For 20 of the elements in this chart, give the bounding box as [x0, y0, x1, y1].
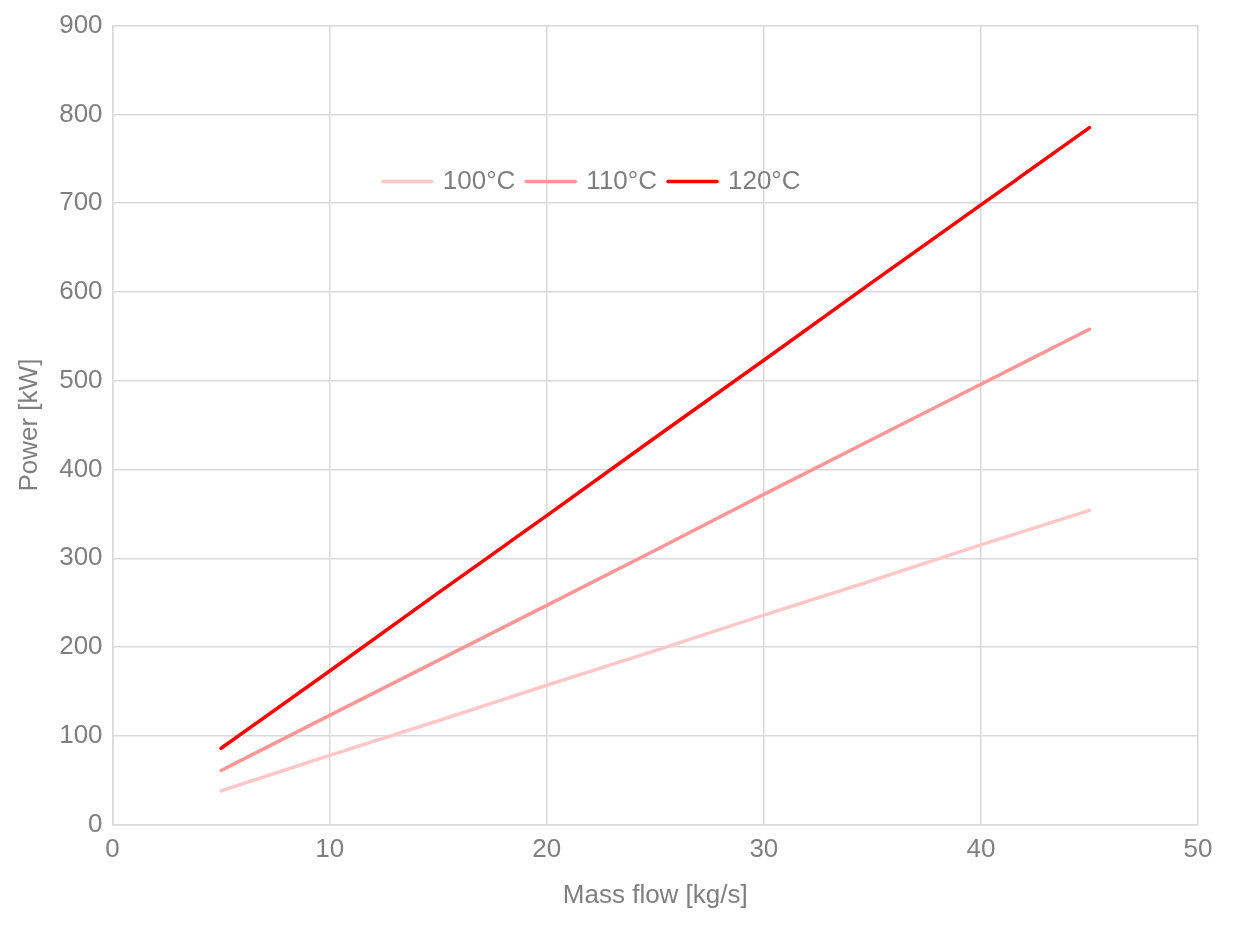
x-tick-label: 20: [532, 833, 562, 864]
y-tick-label: 600: [59, 275, 103, 306]
y-tick-label: 200: [59, 630, 103, 661]
x-tick-label: 10: [315, 833, 345, 864]
legend-label: 110°C: [586, 164, 657, 195]
y-tick-label: 0: [88, 807, 103, 838]
y-tick-label: 300: [59, 541, 103, 572]
x-tick-label: 50: [1183, 833, 1213, 864]
x-tick-label: 30: [749, 833, 779, 864]
y-axis-title: Power [kW]: [12, 358, 43, 492]
y-tick-label: 100: [59, 718, 103, 749]
y-tick-label: 700: [59, 186, 103, 217]
y-tick-label: 900: [59, 8, 103, 39]
x-axis-title: Mass flow [kg/s]: [562, 878, 748, 909]
x-tick-label: 40: [966, 833, 996, 864]
y-tick-label: 500: [59, 363, 103, 394]
legend-label: 120°C: [727, 164, 801, 195]
legend-label: 100°C: [442, 164, 516, 195]
y-tick-label: 800: [59, 97, 103, 128]
y-tick-label: 400: [59, 452, 103, 483]
